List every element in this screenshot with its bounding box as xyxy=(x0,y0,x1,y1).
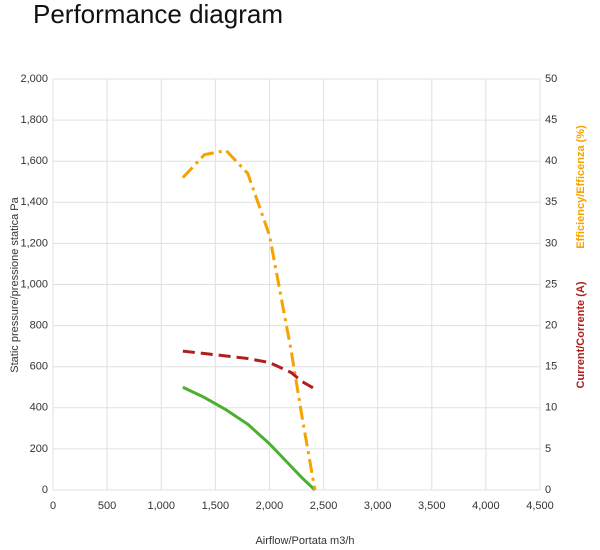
y-tick-label: 1,200 xyxy=(20,237,48,249)
y2-tick-label: 50 xyxy=(545,73,557,85)
x-tick-label: 1,500 xyxy=(202,500,230,512)
y2-axis-title: Current/Corrente (A) xyxy=(575,281,587,388)
y-tick-label: 1,600 xyxy=(20,155,48,167)
chart-title: Performance diagram xyxy=(33,0,283,29)
x-tick-label: 500 xyxy=(98,500,116,512)
series-line xyxy=(182,385,316,492)
y-tick-label: 2,000 xyxy=(20,73,48,85)
y2-tick-label: 30 xyxy=(545,237,557,249)
series-line xyxy=(182,349,316,391)
y2-tick-label: 5 xyxy=(545,443,551,455)
y-tick-label: 800 xyxy=(30,320,48,332)
y-axis-title: Static pressure/pressione statica Pa xyxy=(9,196,21,372)
x-tick-label: 0 xyxy=(50,500,56,512)
y2-tick-label: 15 xyxy=(545,361,557,373)
x-tick-label: 2,000 xyxy=(256,500,284,512)
x-tick-label: 4,000 xyxy=(472,500,500,512)
y-tick-label: 400 xyxy=(30,402,48,414)
x-axis-title: Airflow/Portata m3/h xyxy=(255,535,354,547)
y2-tick-label: 40 xyxy=(545,155,557,167)
y-tick-label: 1,400 xyxy=(20,196,48,208)
y2-tick-label: 25 xyxy=(545,278,557,290)
y2-tick-label: 35 xyxy=(545,196,557,208)
x-tick-label: 2,500 xyxy=(310,500,338,512)
y-tick-label: 1,000 xyxy=(20,278,48,290)
x-tick-label: 4,500 xyxy=(526,500,554,512)
y-tick-label: 600 xyxy=(30,361,48,373)
y2-tick-label: 10 xyxy=(545,402,557,414)
x-tick-label: 3,000 xyxy=(364,500,392,512)
y2-tick-label: 0 xyxy=(545,484,551,496)
y2-axis-title: Efficiency/Efficenza (%) xyxy=(575,125,587,249)
y-tick-label: 1,800 xyxy=(20,114,48,126)
x-tick-label: 3,500 xyxy=(418,500,446,512)
y2-tick-label: 20 xyxy=(545,320,557,332)
y-tick-label: 0 xyxy=(42,484,48,496)
y-tick-label: 200 xyxy=(30,443,48,455)
x-tick-label: 1,000 xyxy=(147,500,175,512)
y2-tick-label: 45 xyxy=(545,114,557,126)
series-line xyxy=(181,149,317,491)
